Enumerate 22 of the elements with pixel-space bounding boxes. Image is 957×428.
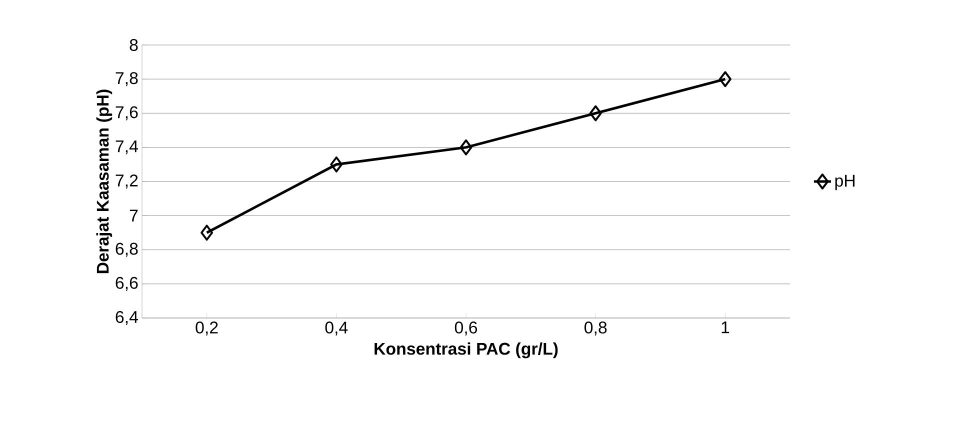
point — [330, 156, 343, 172]
point — [589, 105, 602, 122]
x-tick-label: 0,4 — [325, 322, 348, 336]
y-tick-label: 6,4 — [116, 311, 138, 325]
y-tick-label: 7,2 — [116, 174, 138, 188]
point — [460, 139, 472, 156]
x-tick-label: 1 — [722, 322, 730, 334]
x-tick-label: 0,8 — [584, 322, 607, 336]
y-tick-label: 7 — [130, 210, 138, 222]
y-tick-label: 6,8 — [116, 242, 138, 257]
y-tick-label: 7,8 — [116, 72, 138, 86]
x-tick-label: 0,6 — [454, 322, 478, 336]
y-axis-title: Derajat Kaasaman (pH) — [96, 90, 112, 274]
y-tick-label: 8 — [130, 39, 138, 51]
y-tick-label: 7,4 — [116, 140, 138, 154]
x-tick-label: 0,2 — [196, 322, 218, 336]
y-tick-label: 7,6 — [116, 106, 138, 120]
legend-label: pH — [835, 174, 854, 190]
y-tick-label: 6,6 — [116, 276, 138, 291]
x-axis-title: Konsentrasi PAC (gr/L) — [374, 342, 558, 358]
point — [718, 71, 732, 88]
point — [200, 224, 214, 241]
